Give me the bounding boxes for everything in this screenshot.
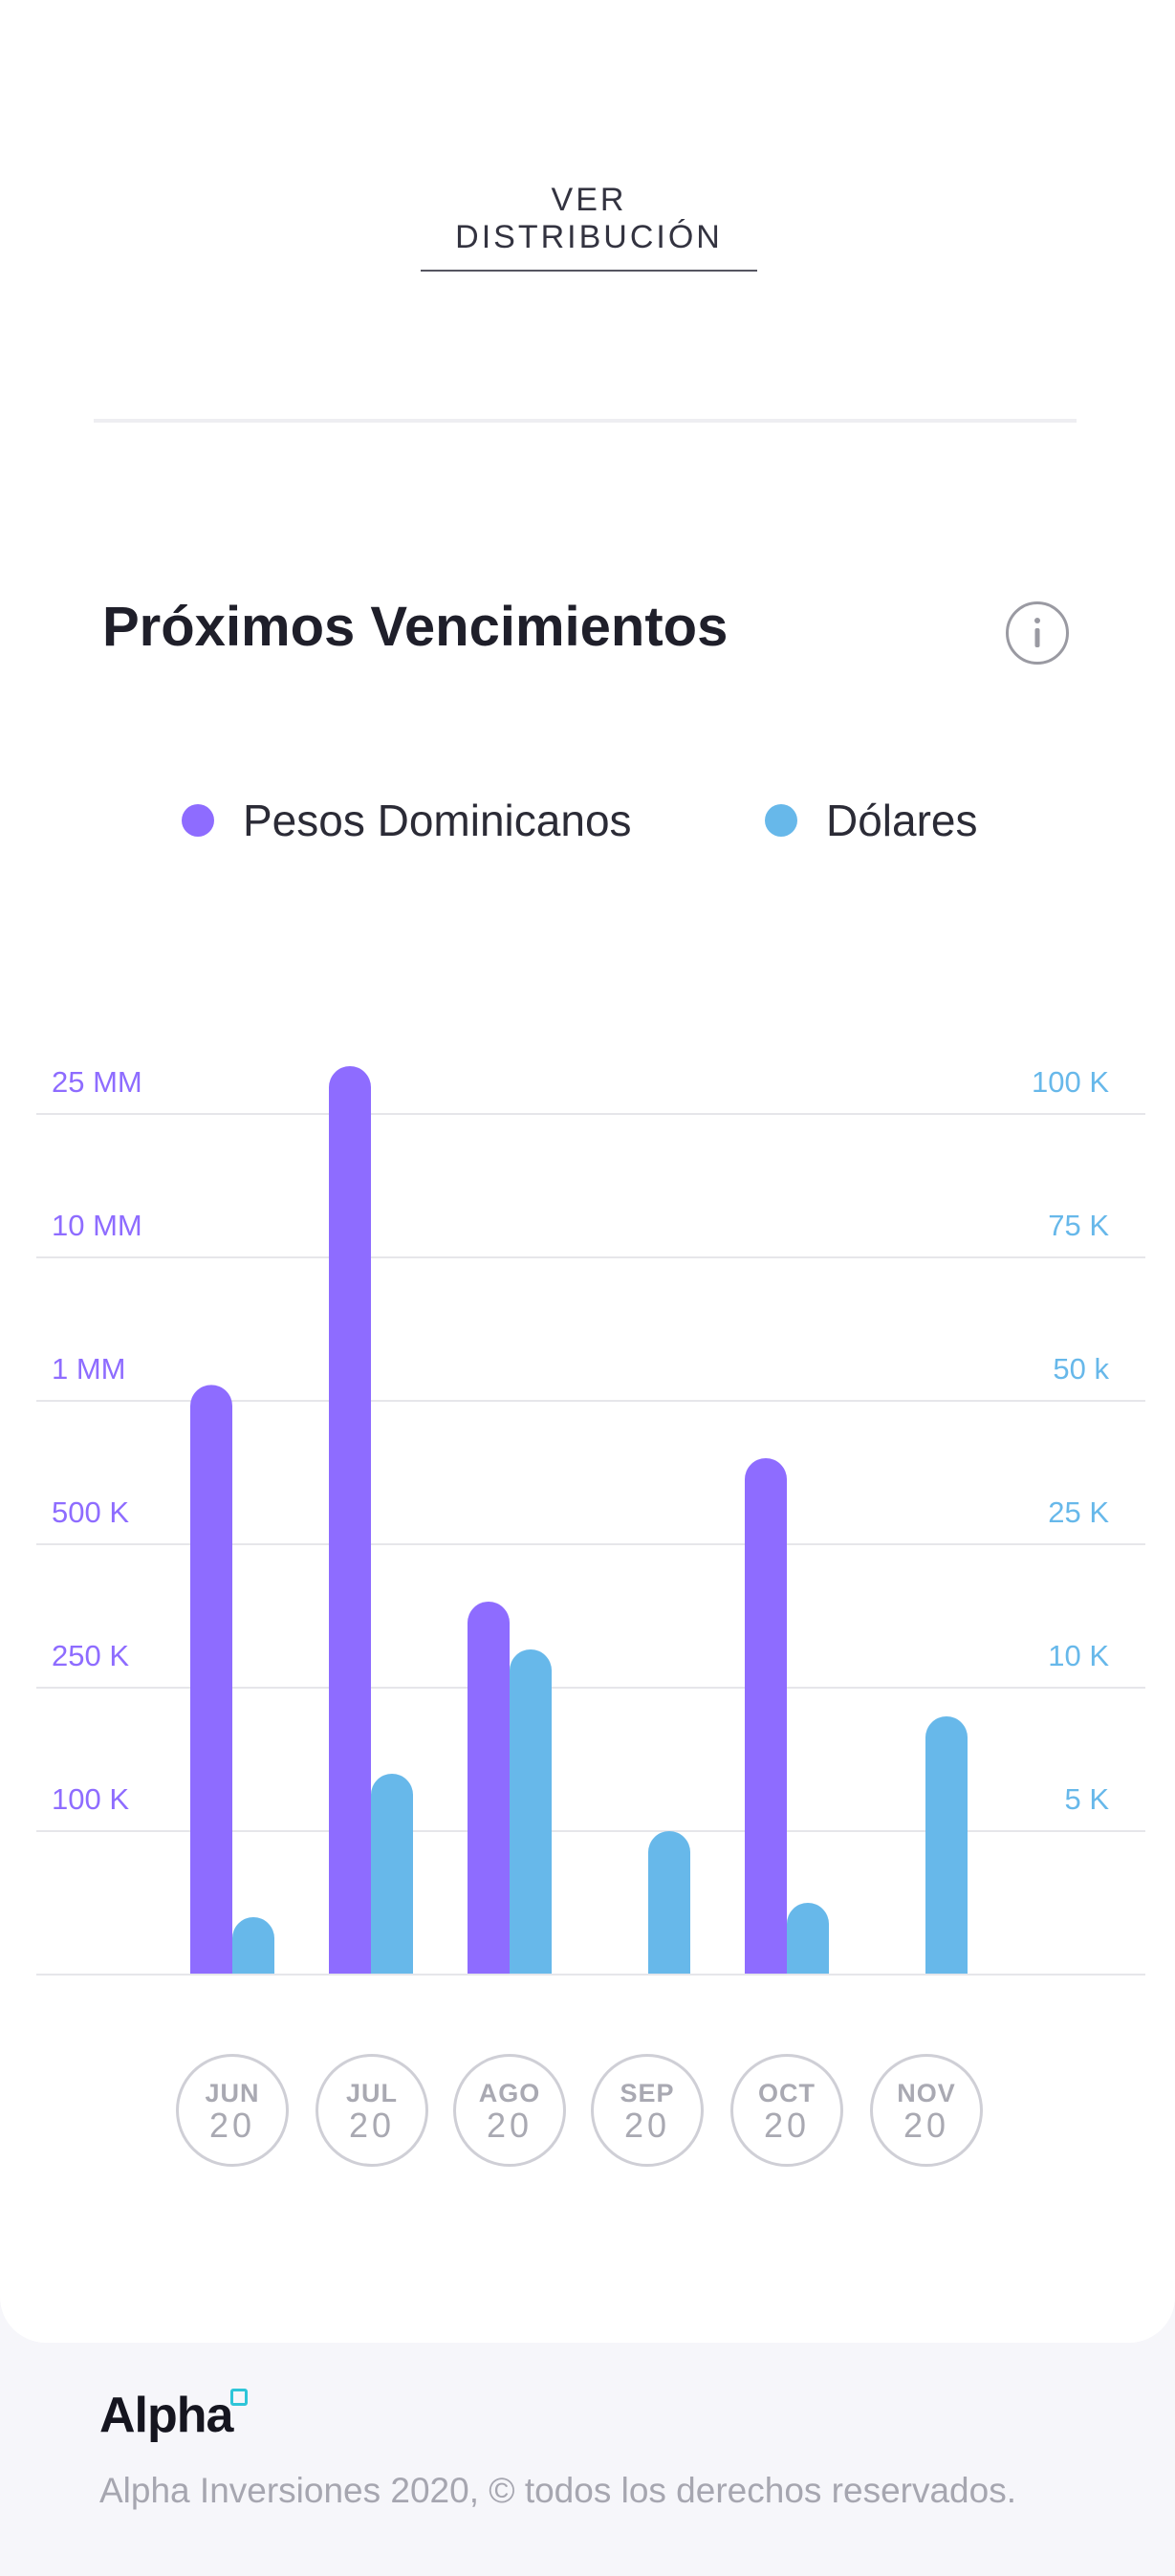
month-chip[interactable]: SEP 20 <box>591 2054 704 2167</box>
alpha-logo: Alpha <box>99 2387 249 2444</box>
month-year: 20 <box>903 2106 950 2145</box>
month-chip[interactable]: JUN 20 <box>176 2054 289 2167</box>
month-label: SEP <box>620 2079 675 2107</box>
month-year: 20 <box>763 2106 811 2145</box>
left-tick-label: 25 MM <box>52 1065 142 1099</box>
right-tick-label: 100 K <box>1032 1065 1109 1099</box>
month-year: 20 <box>208 2106 256 2145</box>
bar-dolares <box>648 1831 690 1996</box>
month-year: 20 <box>623 2106 671 2145</box>
right-tick-label: 25 K <box>1048 1495 1109 1529</box>
bar-dolares <box>787 1903 829 1996</box>
month-label: OCT <box>758 2079 816 2107</box>
legend-pesos: Pesos Dominicanos <box>182 792 632 849</box>
bar-pesos <box>745 1458 787 1996</box>
right-tick-label: 5 K <box>1064 1782 1109 1816</box>
bar-pesos <box>190 1385 232 1996</box>
bar-pesos <box>468 1602 510 1996</box>
month-chip[interactable]: NOV 20 <box>870 2054 983 2167</box>
month-year: 20 <box>486 2106 533 2145</box>
left-tick-label: 500 K <box>52 1495 129 1529</box>
month-label: AGO <box>478 2079 541 2107</box>
right-tick-label: 50 k <box>1053 1352 1109 1386</box>
left-tick-label: 250 K <box>52 1639 129 1672</box>
month-label: JUN <box>205 2079 260 2107</box>
legend-pesos-label: Pesos Dominicanos <box>243 796 632 845</box>
section-title: Próximos Vencimientos <box>102 596 729 658</box>
baseline-mask <box>0 1976 1175 2008</box>
month-year: 20 <box>348 2106 396 2145</box>
logo-square-icon <box>230 2389 249 2406</box>
legend-dolares-dot <box>765 804 797 837</box>
legend-dolares-label: Dólares <box>826 796 978 845</box>
content-card: VER DISTRIBUCIÓN Próximos Vencimientos P… <box>0 182 1175 2167</box>
left-tick-label: 100 K <box>52 1782 129 1816</box>
ver-distribucion-link[interactable]: VER DISTRIBUCIÓN <box>421 182 757 272</box>
legend-dolares: Dólares <box>765 792 978 849</box>
section-divider <box>94 419 1077 423</box>
month-chip[interactable]: AGO 20 <box>453 2054 566 2167</box>
month-chip[interactable]: JUL 20 <box>316 2054 428 2167</box>
bar-dolares <box>510 1649 552 1996</box>
vencimientos-chart: 100 K 250 K 500 K 1 MM 10 MM 25 MM 5 K 10 K 25 K… <box>0 1065 1175 2008</box>
bar-dolares <box>371 1774 413 1996</box>
month-chip[interactable]: OCT 20 <box>730 2054 843 2167</box>
left-tick-label: 1 MM <box>52 1352 126 1386</box>
copyright-text: Alpha Inversiones 2020, © todos los dere… <box>99 2471 1016 2510</box>
legend-pesos-dot <box>182 804 214 837</box>
info-icon[interactable] <box>1006 601 1069 665</box>
month-label: JUL <box>345 2079 398 2107</box>
alpha-logo-text: Alpha <box>99 2388 233 2443</box>
month-label: NOV <box>897 2079 956 2107</box>
bar-dolares <box>925 1716 968 1996</box>
right-tick-label: 75 K <box>1048 1209 1109 1242</box>
bar-pesos <box>329 1066 371 1996</box>
left-tick-label: 10 MM <box>52 1209 142 1242</box>
right-tick-label: 10 K <box>1048 1639 1109 1672</box>
